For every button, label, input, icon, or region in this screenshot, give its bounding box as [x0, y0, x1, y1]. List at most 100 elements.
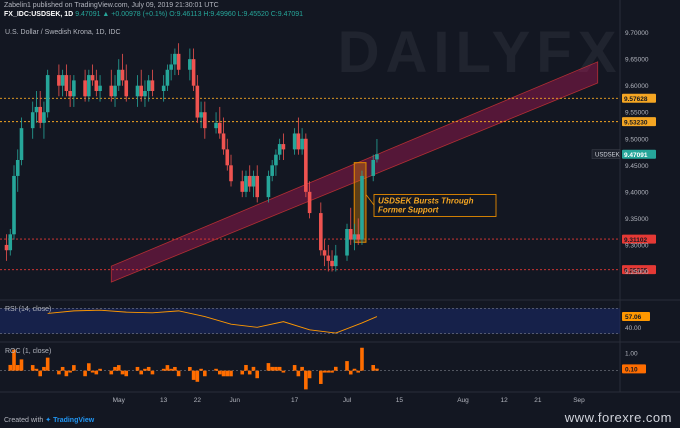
roc-bar [304, 370, 308, 390]
roc-bar [247, 370, 252, 375]
candle-body [139, 85, 144, 97]
roc-bar [83, 370, 87, 377]
annotation-text-line2: Former Support [378, 206, 439, 215]
roc-bar [15, 365, 20, 371]
candle-body [333, 255, 338, 267]
roc-bar [345, 361, 349, 371]
roc-bar [266, 363, 271, 371]
price-tick-label: 9.45000 [625, 163, 649, 170]
candle-body [57, 75, 61, 86]
candle-body [113, 85, 117, 97]
roc-bar [161, 368, 166, 371]
roc-bar [109, 370, 114, 375]
time-tick-label: 15 [396, 397, 404, 404]
time-tick-label: May [113, 397, 126, 404]
candle-body [277, 144, 282, 155]
candle-body [83, 80, 87, 97]
candle-body [98, 85, 102, 91]
tradingview-logo-icon: ✦ [45, 417, 52, 424]
candle-body [19, 128, 24, 160]
roc-bar [139, 370, 144, 375]
time-tick-label: 12 [501, 397, 509, 404]
roc-bar [281, 370, 286, 373]
candle-body [371, 160, 375, 176]
roc-bar [72, 365, 76, 371]
level-label-0: 9.57628 [624, 96, 648, 103]
candle-body [87, 75, 91, 97]
candle-body [255, 175, 260, 198]
candle-body [90, 75, 95, 81]
candle-body [300, 138, 304, 150]
time-tick-label: 22 [194, 397, 202, 404]
candle-body [38, 106, 42, 123]
candle-body [165, 69, 170, 86]
candle-body [251, 175, 256, 187]
roc-bar [300, 366, 304, 371]
roc-bar [244, 364, 248, 371]
roc-bar [203, 370, 207, 377]
price-tick-label: 9.50000 [625, 136, 649, 143]
candle-body [225, 149, 230, 166]
candle-body [345, 229, 349, 256]
candle-body [281, 144, 286, 150]
roc-bar [68, 370, 72, 373]
roc-bar [165, 365, 170, 371]
candle-body [326, 255, 331, 261]
roc-bar [330, 370, 334, 373]
candle-body [348, 229, 353, 240]
candle-body [68, 91, 72, 97]
level-label-box-0 [622, 93, 656, 103]
level-label-3: 9.25335 [624, 267, 648, 274]
roc-bar [135, 366, 140, 371]
roc-bar [45, 357, 50, 371]
roc-bar [225, 370, 230, 377]
candle-body [173, 53, 177, 65]
tradingview-brand[interactable]: TradingView [53, 417, 95, 424]
price-tick-label: 9.65000 [625, 57, 649, 64]
candle-body [34, 106, 39, 113]
rsi-last-label: 57.06 [625, 314, 642, 321]
price-tick-label: 9.70000 [625, 30, 649, 37]
time-tick-label: Aug [457, 397, 469, 404]
roc-bar [322, 370, 327, 373]
candle-body [176, 53, 181, 70]
level-label-1: 9.53230 [624, 119, 648, 126]
roc-bar [38, 370, 42, 377]
level-label-box-1 [622, 117, 656, 127]
last-price-box [622, 149, 656, 159]
time-tick-label: 21 [534, 397, 542, 404]
roc-bar [120, 370, 125, 375]
roc-bar [307, 370, 312, 379]
candle-body [304, 138, 308, 192]
roc-bar [217, 370, 222, 375]
candle-body [356, 234, 361, 240]
candle-body [4, 244, 9, 251]
roc-bar [240, 370, 245, 375]
candle-body [221, 133, 226, 150]
price-tick-label: 9.60000 [625, 83, 649, 90]
candle-body [270, 165, 274, 176]
candle-body [240, 181, 245, 192]
rsi-band [0, 308, 620, 334]
ticker-symbol[interactable]: FX_IDC:USDSEK, 1D [4, 11, 74, 18]
rsi-last-box [622, 312, 650, 322]
main-plot [0, 43, 620, 283]
candle-body [360, 175, 364, 240]
candle-body [188, 59, 192, 70]
candle-body [296, 133, 301, 150]
roc-bar [352, 368, 357, 371]
candle-body [191, 59, 196, 86]
roc-bar [277, 366, 282, 371]
publish-line: Zabelin1 published on TradingView.com, J… [4, 2, 219, 9]
dailyfx-watermark: DAILYFX [338, 20, 623, 85]
roc-bar [360, 347, 364, 371]
candle-body [199, 112, 203, 118]
roc-bar [34, 368, 39, 371]
annotation-box [373, 194, 497, 217]
candle-body [109, 85, 114, 97]
candle-body [319, 213, 323, 251]
candle-body [292, 133, 297, 150]
candle-body [352, 234, 357, 240]
